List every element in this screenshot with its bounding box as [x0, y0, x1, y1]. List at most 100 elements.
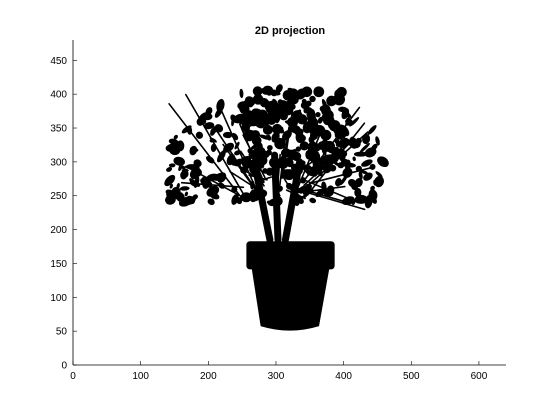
plant-leaf — [295, 146, 301, 152]
plant-leaf — [375, 136, 380, 146]
plant-leaf — [239, 103, 250, 115]
plant-leaf — [348, 179, 357, 188]
plant-branch — [218, 104, 258, 191]
plant-leaf — [342, 167, 353, 178]
plant-leaf — [299, 177, 307, 184]
plant-leaf — [252, 94, 264, 105]
plant-leaf — [265, 149, 272, 156]
plot-area — [164, 84, 389, 331]
plant-leaf — [339, 125, 344, 133]
y-tick-label: 350 — [50, 124, 67, 135]
plant-leaf — [249, 162, 261, 175]
plant-leaf — [266, 89, 273, 96]
plant-leaf — [266, 200, 272, 205]
plant-leaf — [337, 162, 345, 169]
plant-leaf — [205, 156, 215, 164]
plant-leaf — [350, 197, 356, 206]
plant-leaf — [254, 173, 265, 184]
plant-leaf — [196, 117, 204, 126]
plant-leaf — [210, 125, 220, 134]
plant-leaf — [268, 157, 280, 168]
plant-branch — [276, 190, 281, 197]
plant-leaf — [301, 86, 313, 98]
plant-leaf — [354, 187, 362, 198]
plant-leaf — [303, 121, 313, 132]
plant-leaf — [274, 107, 286, 119]
plant-leaf — [369, 163, 376, 170]
plant-leaf — [239, 88, 244, 99]
plant-leaf — [205, 107, 213, 116]
chart-title: 2D projection — [255, 25, 326, 37]
plant-leaf — [266, 115, 277, 125]
plant-leaf — [231, 186, 238, 193]
plant-leaf — [169, 147, 181, 156]
plant-leaf — [202, 179, 209, 189]
plant-leaf — [165, 189, 178, 198]
plant-leaf — [241, 157, 253, 169]
plant-leaf — [326, 95, 337, 107]
plant-leaf — [193, 176, 200, 188]
plant-leaf — [277, 185, 283, 192]
plant-leaf — [181, 165, 186, 170]
plant-leaf — [243, 129, 255, 142]
plant-leaf — [210, 143, 217, 153]
plant-leaf — [274, 137, 286, 150]
plant-leaf — [317, 170, 323, 176]
plant-leaf — [231, 132, 239, 141]
x-tick-label: 500 — [403, 371, 420, 382]
plant-leaf — [297, 165, 304, 172]
plant-leaf — [292, 119, 298, 125]
plant-leaf — [184, 191, 188, 197]
plant-leaf — [282, 129, 292, 141]
plant-leaf — [247, 148, 253, 154]
plant-leaf — [216, 98, 225, 113]
x-tick-label: 400 — [335, 371, 352, 382]
plant-leaf — [323, 140, 336, 153]
plant-leaf — [367, 125, 377, 135]
y-tick-label: 250 — [50, 191, 67, 202]
plant-leaf — [168, 138, 179, 145]
plant-foliage — [164, 84, 389, 211]
x-tick-label: 200 — [200, 371, 217, 382]
y-tick-label: 0 — [61, 361, 67, 372]
plant-branch — [168, 103, 240, 196]
plant-leaf — [334, 138, 340, 144]
plant-leaf — [341, 109, 352, 118]
plant-leaf — [234, 150, 241, 156]
plant-leaf — [377, 156, 389, 168]
plant-leaf — [234, 158, 243, 167]
plant-leaf — [189, 145, 198, 156]
pot-body — [251, 268, 330, 331]
plant-leaf — [292, 198, 300, 206]
plant-leaf — [223, 142, 235, 153]
plant-leaf — [359, 143, 370, 153]
plant-leaf — [235, 197, 243, 205]
plant-leaf — [195, 131, 204, 139]
plant-leaf — [363, 172, 373, 181]
plant-leaf — [277, 99, 283, 105]
plant-leaf — [209, 137, 217, 143]
plant-leaf — [374, 175, 384, 188]
plant-leaf — [254, 149, 265, 160]
plant-leaf — [265, 167, 274, 176]
plant-leaf — [316, 157, 325, 166]
plant-leaf — [262, 124, 273, 135]
plant-leaf — [283, 169, 295, 181]
plant-leaf — [206, 185, 220, 197]
plant-leaf — [253, 108, 263, 118]
plant-leaf — [248, 115, 260, 127]
plant-leaf — [298, 134, 306, 142]
plant-leaf — [364, 147, 377, 158]
plant-leaf — [301, 98, 307, 104]
plant-leaf — [299, 141, 309, 151]
plant-leaf — [309, 197, 317, 204]
plant-leaf — [311, 143, 321, 152]
plant-leaf — [275, 84, 283, 93]
y-tick-label: 450 — [50, 56, 67, 67]
plant-leaf — [181, 125, 192, 134]
plant-leaf — [298, 185, 307, 194]
plant-leaf — [321, 99, 328, 110]
plant-leaf — [178, 196, 193, 207]
plant-leaf — [322, 154, 334, 167]
